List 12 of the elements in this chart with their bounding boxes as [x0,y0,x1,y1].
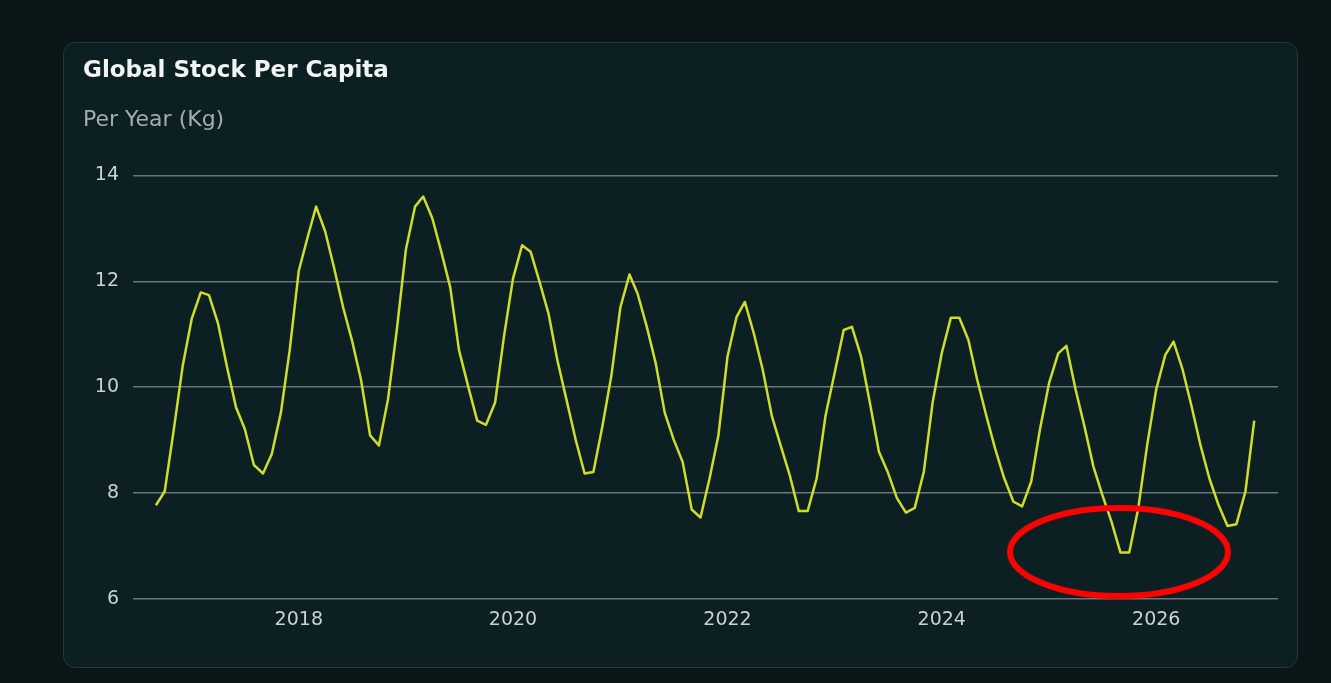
x-tick-label: 2020 [488,607,538,630]
x-tick-label: 2026 [1132,607,1181,630]
y-tick-label: 8 [106,480,119,503]
y-tick-label: 14 [94,162,119,185]
x-tick-label: 2024 [917,607,966,630]
x-tick-label: 2022 [703,607,752,630]
y-axis-title: Per Year (Kg) [83,106,225,131]
y-tick-label: 10 [94,374,119,397]
chart-title: Global Stock Per Capita [83,56,389,82]
y-tick-label: 6 [106,585,119,608]
x-tick-label: 2018 [274,607,323,630]
y-tick-label: 12 [94,268,119,291]
